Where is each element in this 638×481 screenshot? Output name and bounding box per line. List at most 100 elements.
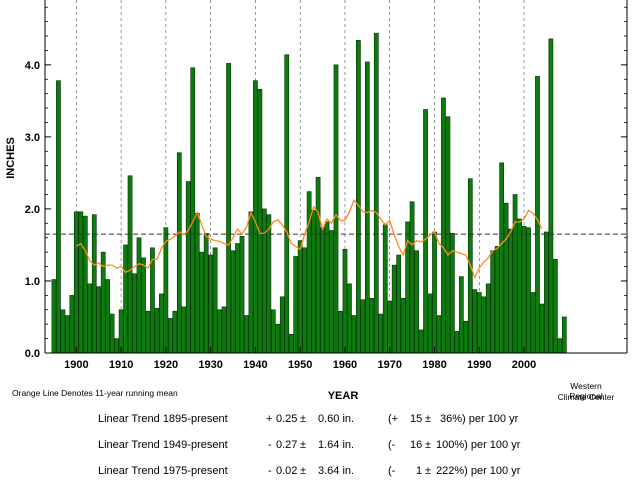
bar-1976 [414, 250, 419, 354]
bar-1973 [400, 297, 406, 354]
x-tick-label: 1900 [64, 359, 88, 371]
trend-row: Linear Trend 1895-present + 0.25 ± 0.60 … [0, 413, 638, 429]
bar-1966 [369, 297, 375, 354]
trend-error: 3.64 in. [318, 465, 355, 477]
bar-1982 [441, 97, 446, 354]
bar-1954 [315, 176, 321, 354]
bar-1985 [454, 331, 460, 354]
bar-2003 [535, 76, 540, 354]
bar-2007 [553, 259, 558, 354]
trend-sign: - [268, 439, 272, 451]
trend-row: Linear Trend 1949-present - 0.27 ± 1.64 … [0, 439, 638, 455]
x-tick-label: 2000 [512, 359, 536, 371]
bar-1926 [190, 67, 196, 354]
bar-2008 [557, 338, 563, 354]
bar-1992 [485, 283, 491, 354]
x-tick-label: 1940 [243, 359, 267, 371]
bar-1963 [356, 40, 361, 354]
bar-1953 [311, 210, 316, 354]
trend-pm: ± [300, 413, 307, 425]
bar-2004 [539, 303, 545, 354]
axes [44, 0, 628, 354]
trend-pm: ± [300, 465, 307, 477]
bar-1929 [203, 233, 209, 354]
bar-1923 [176, 152, 182, 354]
trend-pm: ± [425, 439, 432, 451]
y-tick-label: 4.0 [25, 60, 40, 72]
bar-1919 [159, 293, 164, 354]
bar-1912 [127, 175, 133, 354]
bar-1968 [378, 313, 384, 354]
trend-sign: + [266, 413, 273, 425]
x-tick-label: 1980 [422, 359, 446, 371]
bar-1990 [476, 292, 482, 354]
bar-1925 [185, 181, 191, 354]
y-tick-labels: 0.0 1.0 2.0 3.0 4.0 [25, 60, 40, 360]
bar-1938 [244, 315, 249, 354]
bar-1917 [150, 247, 155, 354]
trend-error: 0.60 in. [318, 413, 355, 425]
bar-1980 [432, 231, 437, 354]
trend-label: Linear Trend 1975-present [98, 465, 228, 477]
running-mean-line [75, 199, 543, 280]
bar-1908 [109, 313, 115, 354]
trend-value: 0.25 [276, 413, 298, 425]
bar-1986 [458, 276, 464, 354]
trend-pct: 1 [416, 465, 423, 477]
bar-1932 [217, 309, 222, 354]
x-tick-label: 1930 [198, 359, 222, 371]
bar-1935 [230, 250, 236, 354]
bar-2009 [561, 316, 567, 354]
bar-1896 [56, 80, 61, 354]
trend-row: Linear Trend 1975-present - 0.02 ± 3.64 … [0, 465, 638, 481]
bar-1994 [494, 246, 500, 354]
bar-1918 [154, 308, 160, 354]
bar-1910 [118, 309, 124, 354]
bar-1905 [96, 286, 102, 354]
bar-1960 [342, 248, 348, 354]
bar-1959 [338, 310, 343, 354]
bar-1901 [78, 211, 84, 354]
trend-pct-sign: (+ [388, 413, 399, 425]
bar-1914 [136, 237, 142, 354]
x-tick-label: 1960 [333, 359, 357, 371]
bar-1939 [248, 211, 254, 354]
bar-1903 [87, 283, 93, 354]
bar-1961 [347, 283, 352, 354]
bar-series [51, 32, 567, 354]
trend-pm: ± [425, 413, 432, 425]
bar-1921 [167, 318, 173, 354]
bar-1936 [235, 243, 240, 354]
x-tick-label: 1920 [154, 359, 178, 371]
bar-1900 [73, 211, 79, 354]
trend-label: Linear Trend 1895-present [98, 413, 228, 425]
trend-error: 1.64 in. [318, 439, 355, 451]
bar-1955 [320, 227, 325, 354]
bar-1981 [436, 315, 442, 354]
y-tick-label: 2.0 [25, 204, 40, 216]
bar-1967 [373, 32, 379, 354]
bar-1964 [360, 299, 366, 354]
trend-pct-error: 222%) per 100 yr [436, 465, 521, 477]
bar-1975 [409, 201, 415, 354]
bar-1978 [423, 109, 428, 354]
trend-value: 0.02 [276, 465, 298, 477]
bar-1969 [382, 224, 388, 354]
y-tick-label: 0.0 [25, 348, 40, 360]
y-tick-label: 1.0 [25, 276, 40, 288]
bar-1930 [208, 254, 214, 354]
bar-2005 [544, 231, 549, 354]
bar-1999 [517, 218, 522, 354]
bar-1995 [499, 162, 505, 354]
x-tick-label: 1950 [288, 359, 312, 371]
bar-1956 [324, 221, 330, 354]
running-mean-note: Orange Line Denotes 11-year running mean [12, 388, 178, 398]
bar-1996 [503, 202, 509, 354]
bar-1913 [132, 273, 137, 354]
x-tick-label: 1910 [109, 359, 133, 371]
bar-1895 [51, 279, 57, 354]
bar-1941 [257, 89, 263, 354]
y-tick-label: 3.0 [25, 132, 40, 144]
trend-pm: ± [300, 439, 307, 451]
precipitation-chart: 0.0 1.0 2.0 3.0 4.0 1900 1910 1920 1930 1940 1950… [5, 0, 628, 400]
